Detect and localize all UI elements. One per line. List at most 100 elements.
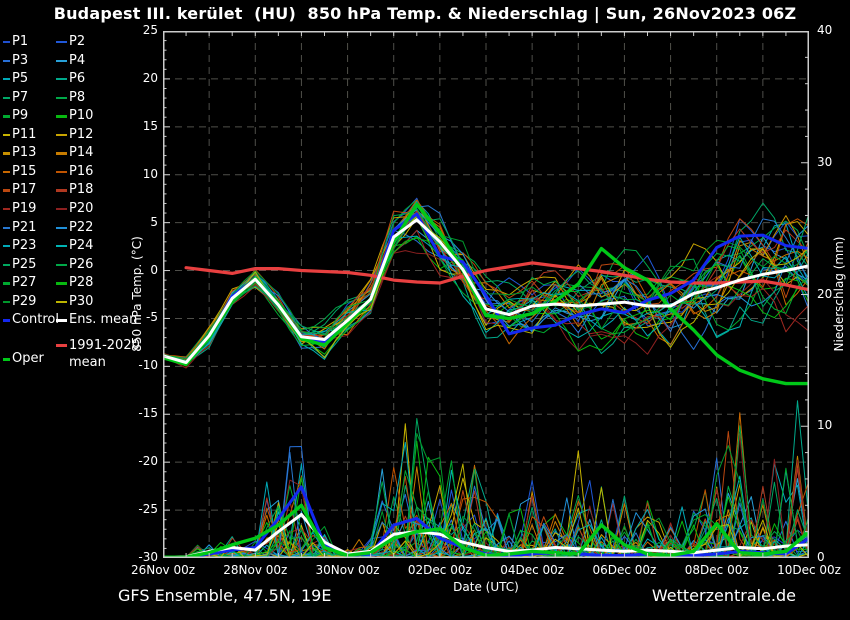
- legend-label: P20: [69, 200, 94, 216]
- meteogram-svg: [161, 31, 811, 559]
- legend-color-swatch: [3, 226, 10, 229]
- left-tick-label: -5: [146, 310, 158, 325]
- legend-label: P13: [12, 145, 37, 161]
- legend-label: P27: [12, 275, 37, 291]
- legend-label: P12: [69, 126, 94, 142]
- x-axis-label: Date (UTC): [453, 580, 519, 594]
- climate-mean-temp-line: [184, 261, 811, 292]
- ensemble-member-precip-line: [162, 467, 810, 558]
- legend-color-swatch: [3, 282, 10, 285]
- left-tick-label: -15: [138, 406, 158, 421]
- legend-color-swatch: [56, 245, 67, 248]
- right-tick-label: 10: [817, 418, 833, 433]
- ensemble-member-temp-line: [162, 215, 810, 360]
- legend-label: 1991-2020 mean: [69, 338, 140, 371]
- legend-color-swatch: [3, 59, 10, 62]
- legend-label: P25: [12, 256, 37, 272]
- legend-label: P16: [69, 163, 94, 179]
- legend-label: P15: [12, 163, 37, 179]
- legend-label: Oper: [12, 351, 44, 367]
- legend-label: P26: [69, 256, 94, 272]
- legend-label: P21: [12, 219, 37, 235]
- legend-color-swatch: [56, 96, 67, 100]
- footer-model-info: GFS Ensemble, 47.5N, 19E: [118, 586, 332, 605]
- legend-color-swatch: [3, 300, 10, 304]
- legend-color-swatch: [3, 78, 10, 81]
- legend-label: Ens. mean: [69, 312, 138, 328]
- right-axis-label: Niederschlag (mm): [832, 236, 846, 352]
- legend-color-swatch: [3, 358, 10, 362]
- left-tick-label: 0: [150, 262, 158, 277]
- legend-color-swatch: [56, 282, 67, 285]
- legend-color-swatch: [56, 319, 67, 323]
- legend-color-swatch: [3, 207, 10, 211]
- left-tick-label: 25: [142, 23, 158, 37]
- left-tick-label: 10: [142, 166, 158, 181]
- legend-label: P23: [12, 238, 37, 254]
- plot-area: [161, 31, 811, 559]
- left-tick-label: -10: [138, 358, 158, 373]
- x-tick-label: 06Dec 00z: [592, 563, 657, 577]
- right-tick-label: 40: [817, 23, 833, 37]
- legend-label: P18: [69, 182, 94, 198]
- legend-color-swatch: [3, 41, 10, 44]
- legend-label: P1: [12, 34, 29, 49]
- legend-color-swatch: [3, 189, 10, 192]
- legend-label: P6: [69, 71, 86, 87]
- x-tick-label: 10Dec 00z: [777, 563, 841, 577]
- left-tick-label: -25: [138, 502, 158, 517]
- legend-color-swatch: [3, 133, 10, 137]
- footer-site-name: Wetterzentrale.de: [651, 586, 796, 605]
- x-tick-label: 28Nov 00z: [223, 563, 288, 577]
- legend-label: P14: [69, 145, 94, 161]
- legend-label: P30: [69, 293, 94, 309]
- chart-title: Budapest III. kerület (HU) 850 hPa Temp.…: [53, 4, 797, 23]
- legend-color-swatch: [56, 189, 67, 192]
- right-tick-label: 20: [817, 286, 833, 301]
- legend-color-swatch: [56, 133, 67, 137]
- left-tick-label: 15: [142, 118, 158, 133]
- legend-color-swatch: [56, 226, 67, 229]
- legend-label: P19: [12, 200, 37, 216]
- legend-color-swatch: [56, 207, 67, 211]
- legend-label: P2: [69, 34, 86, 49]
- plot-border: [163, 31, 809, 558]
- legend-label: P24: [69, 238, 94, 254]
- legend-label: P29: [12, 293, 37, 309]
- left-tick-label: -30: [138, 550, 158, 564]
- x-tick-label: 26Nov 00z: [130, 563, 196, 577]
- legend-color-swatch: [56, 263, 67, 266]
- legend-label: P5: [12, 71, 29, 87]
- ensemble-member-precip-line: [162, 400, 810, 558]
- right-tick-label: 0: [817, 550, 825, 564]
- legend-label: P22: [69, 219, 94, 235]
- legend-color-swatch: [3, 263, 10, 266]
- x-tick-label: 02Dec 00z: [407, 563, 472, 577]
- legend-color-swatch: [56, 115, 67, 118]
- legend-color-swatch: [56, 344, 67, 348]
- legend-color-swatch: [3, 96, 10, 100]
- legend-label: P3: [12, 52, 29, 68]
- x-tick-label: 08Dec 00z: [684, 563, 749, 577]
- legend-label: P4: [69, 52, 86, 68]
- legend-label: P28: [69, 275, 94, 291]
- ensemble-member-precip-line: [162, 460, 810, 558]
- legend-label: P7: [12, 89, 29, 105]
- legend-color-swatch: [56, 300, 67, 304]
- legend-color-swatch: [56, 59, 67, 62]
- legend-label: P9: [12, 108, 29, 124]
- legend-color-swatch: [3, 152, 10, 155]
- legend-label: P11: [12, 126, 37, 142]
- left-tick-label: 5: [150, 214, 158, 229]
- legend-color-swatch: [3, 115, 10, 118]
- x-tick-label: 04Dec 00z: [500, 563, 565, 577]
- legend-color-swatch: [3, 170, 10, 174]
- legend-label: Control: [12, 312, 59, 328]
- legend-label: P10: [69, 108, 94, 124]
- left-axis-label: 850 hPa Temp. (°C): [130, 236, 144, 352]
- ensemble-member-precip-line: [162, 456, 810, 558]
- legend-color-swatch: [3, 319, 10, 323]
- legend-color-swatch: [56, 170, 67, 174]
- ens-mean-temp-line: [161, 218, 811, 364]
